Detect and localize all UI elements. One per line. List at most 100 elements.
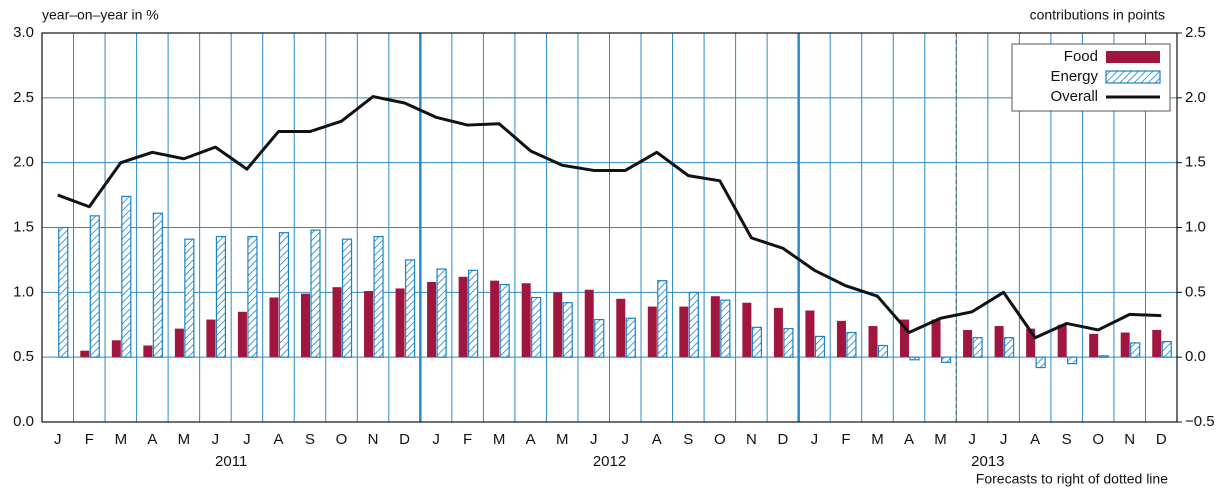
bar <box>184 238 195 358</box>
x-tick-label: N <box>368 431 379 448</box>
bar <box>341 238 353 358</box>
bar <box>553 292 563 358</box>
bar <box>931 319 941 358</box>
bar <box>1026 328 1036 358</box>
bar <box>237 311 247 358</box>
bar <box>1120 332 1130 358</box>
bar <box>373 235 384 358</box>
bar <box>364 291 374 358</box>
bar <box>994 326 1004 358</box>
x-tick-label: J <box>622 431 630 448</box>
bar <box>805 310 815 358</box>
legend-label: Food <box>1064 48 1098 65</box>
bar <box>1098 355 1109 358</box>
bar <box>877 344 889 358</box>
bar <box>152 212 163 358</box>
x-tick-label: D <box>1156 431 1167 448</box>
bar <box>468 269 479 358</box>
bar <box>1161 341 1172 358</box>
x-tick-label: A <box>147 431 157 448</box>
y-tick-label: 0.0 <box>13 413 34 430</box>
x-tick-label: J <box>968 431 976 448</box>
y2-tick-label: 2.0 <box>1185 89 1206 106</box>
y-tick-label: 1.0 <box>13 283 34 300</box>
x-tick-label: M <box>493 431 506 448</box>
x-tick-label: O <box>1092 431 1104 448</box>
x-tick-label: J <box>212 431 220 448</box>
bar <box>300 293 310 358</box>
bar <box>940 356 952 363</box>
x-tick-label: N <box>746 431 757 448</box>
bar <box>846 331 857 358</box>
x-tick-label: J <box>432 431 440 448</box>
x-tick-label: F <box>85 431 94 448</box>
bar <box>783 328 794 358</box>
bar <box>688 291 699 358</box>
y2-tick-label: 0.5 <box>1185 283 1206 300</box>
bar <box>427 281 437 358</box>
bar <box>710 296 720 358</box>
bar <box>531 296 542 358</box>
bar <box>625 317 636 358</box>
bar <box>900 319 910 358</box>
bar <box>584 289 594 358</box>
x-tick-label: A <box>273 431 283 448</box>
bar <box>616 298 626 358</box>
x-tick-label: O <box>336 431 348 448</box>
bar <box>868 326 878 358</box>
year-label: 2011 <box>215 453 247 470</box>
bar <box>143 345 153 358</box>
x-tick-label: M <box>178 431 191 448</box>
x-tick-label: A <box>904 431 914 448</box>
legend-label: Energy <box>1050 68 1098 85</box>
y-tick-label: 3.0 <box>13 24 34 41</box>
bar <box>562 302 573 358</box>
y-tick-label: 2.0 <box>13 154 34 171</box>
note: Forecasts to right of dotted line <box>976 471 1168 487</box>
legend-label: Overall <box>1050 88 1098 105</box>
bar <box>80 350 90 358</box>
bar <box>742 302 752 358</box>
plot-frame <box>41 32 1178 423</box>
x-tick-label: J <box>811 431 819 448</box>
x-tick-label: S <box>1062 431 1072 448</box>
x-tick-label: M <box>115 431 128 448</box>
bar <box>121 195 132 358</box>
bar <box>773 307 783 358</box>
x-tick-label: J <box>1000 431 1008 448</box>
year-label: 2013 <box>971 453 1004 470</box>
y-tick-label: 2.5 <box>13 89 34 106</box>
bar <box>720 299 731 358</box>
x-tick-label: M <box>871 431 884 448</box>
x-tick-label: M <box>556 431 569 448</box>
y2-tick-label: 1.5 <box>1185 154 1206 171</box>
x-tick-label: J <box>243 431 251 448</box>
bar <box>1130 342 1141 358</box>
bar <box>174 328 184 358</box>
bar <box>58 226 69 358</box>
x-tick-label: S <box>305 431 315 448</box>
x-tick-label: A <box>652 431 662 448</box>
y2-tick-label: 1.0 <box>1185 218 1206 235</box>
bar <box>436 268 447 358</box>
x-tick-label: A <box>526 431 536 448</box>
bar <box>499 283 510 358</box>
x-tick-label: J <box>590 431 598 448</box>
x-tick-label: O <box>714 431 726 448</box>
bar <box>310 229 321 358</box>
bar <box>247 235 258 358</box>
x-tick-label: J <box>54 431 62 448</box>
x-tick-label: A <box>1030 431 1040 448</box>
bar <box>657 280 668 358</box>
bar <box>490 280 500 358</box>
bar <box>647 306 657 358</box>
x-tick-label: F <box>841 431 850 448</box>
bar <box>814 335 826 358</box>
bar <box>1057 324 1067 358</box>
bar <box>1089 333 1099 358</box>
bar <box>1152 329 1162 358</box>
bar <box>458 276 468 358</box>
legend-swatch <box>1106 51 1160 63</box>
bar <box>111 340 121 358</box>
bar <box>963 329 973 358</box>
